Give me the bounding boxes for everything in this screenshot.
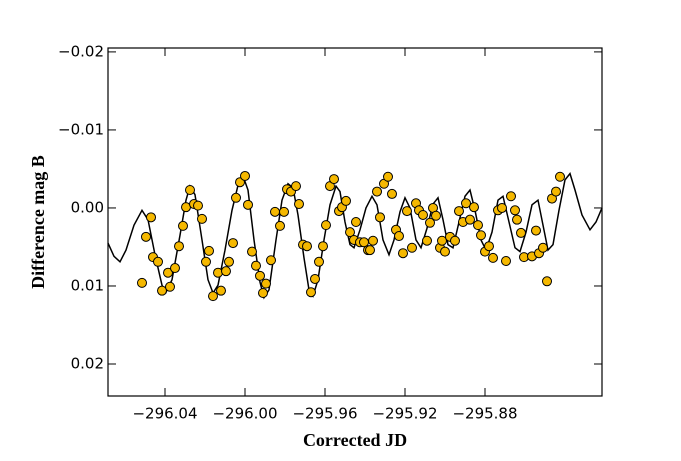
data-point xyxy=(538,242,548,253)
data-point xyxy=(294,199,304,210)
data-point xyxy=(197,213,207,224)
y-tick-label: 0.00 xyxy=(71,198,104,216)
data-point xyxy=(372,186,382,197)
data-point xyxy=(275,220,285,231)
data-point xyxy=(261,278,271,289)
data-point xyxy=(542,276,552,287)
data-point xyxy=(228,238,238,249)
data-point xyxy=(345,227,355,238)
data-point xyxy=(302,241,312,252)
data-point xyxy=(208,291,218,302)
data-point xyxy=(310,273,320,284)
data-point xyxy=(510,205,520,216)
y-axis-title: Difference mag B xyxy=(28,155,48,289)
data-point xyxy=(469,202,479,213)
data-point xyxy=(163,267,173,278)
data-point xyxy=(440,246,450,257)
data-point xyxy=(506,191,516,202)
data-point xyxy=(178,220,188,231)
data-point xyxy=(174,241,184,252)
data-point xyxy=(270,206,280,217)
data-point xyxy=(251,260,261,271)
y-tick-label: −0.02 xyxy=(58,42,104,60)
data-point xyxy=(375,212,385,223)
data-point xyxy=(247,246,257,257)
data-point xyxy=(224,256,234,267)
x-axis-title: Corrected JD xyxy=(303,430,407,450)
data-point xyxy=(314,256,324,267)
data-point xyxy=(368,235,378,246)
data-point xyxy=(258,288,268,299)
data-point xyxy=(170,263,180,274)
data-point xyxy=(476,230,486,241)
x-tick-label: −296.00 xyxy=(212,405,277,423)
data-point xyxy=(387,188,397,199)
data-point xyxy=(398,248,408,259)
data-point xyxy=(146,212,156,223)
data-point xyxy=(473,220,483,231)
data-point xyxy=(531,225,541,236)
data-point xyxy=(461,198,471,209)
data-point xyxy=(221,266,231,277)
data-point xyxy=(450,235,460,246)
data-point xyxy=(365,245,375,256)
data-point xyxy=(157,285,167,296)
data-point xyxy=(407,242,417,253)
x-tick-label: −295.88 xyxy=(452,405,517,423)
data-point xyxy=(454,206,464,217)
data-point xyxy=(213,267,223,278)
data-point xyxy=(266,255,276,266)
data-point xyxy=(201,256,211,267)
data-point xyxy=(231,192,241,203)
data-point xyxy=(279,206,289,217)
y-tick-label: −0.01 xyxy=(58,120,104,138)
data-point xyxy=(431,210,441,221)
data-point xyxy=(341,195,351,206)
data-point xyxy=(488,252,498,263)
data-point xyxy=(394,231,404,242)
data-point xyxy=(512,214,522,225)
data-point xyxy=(484,241,494,252)
data-point xyxy=(291,181,301,192)
data-point xyxy=(329,174,339,185)
data-point xyxy=(137,277,147,288)
data-point xyxy=(465,214,475,225)
plot-frame xyxy=(107,47,603,397)
data-point xyxy=(255,270,265,281)
x-tick-label: −295.96 xyxy=(292,405,357,423)
data-point xyxy=(555,171,565,182)
data-point xyxy=(425,217,435,228)
data-point xyxy=(141,231,151,242)
data-point xyxy=(497,202,507,213)
data-point xyxy=(402,206,412,217)
data-point xyxy=(204,245,214,256)
data-point xyxy=(383,171,393,182)
y-tick-label: 0.02 xyxy=(71,355,104,373)
data-point xyxy=(165,281,175,292)
data-point xyxy=(551,186,561,197)
data-point xyxy=(501,256,511,267)
data-point xyxy=(243,199,253,210)
data-point xyxy=(321,220,331,231)
data-point xyxy=(185,185,195,196)
data-point xyxy=(216,285,226,296)
data-point xyxy=(240,170,250,181)
x-tick-label: −296.04 xyxy=(132,405,197,423)
data-point xyxy=(516,227,526,238)
data-point xyxy=(418,209,428,220)
data-point xyxy=(351,217,361,227)
y-tick-label: 0.01 xyxy=(71,276,104,294)
data-point xyxy=(153,256,163,267)
data-point xyxy=(437,235,447,246)
data-point xyxy=(422,235,432,246)
data-point xyxy=(318,241,328,252)
data-point xyxy=(306,287,316,298)
x-tick-label: −295.92 xyxy=(372,405,437,423)
data-point xyxy=(193,200,203,211)
